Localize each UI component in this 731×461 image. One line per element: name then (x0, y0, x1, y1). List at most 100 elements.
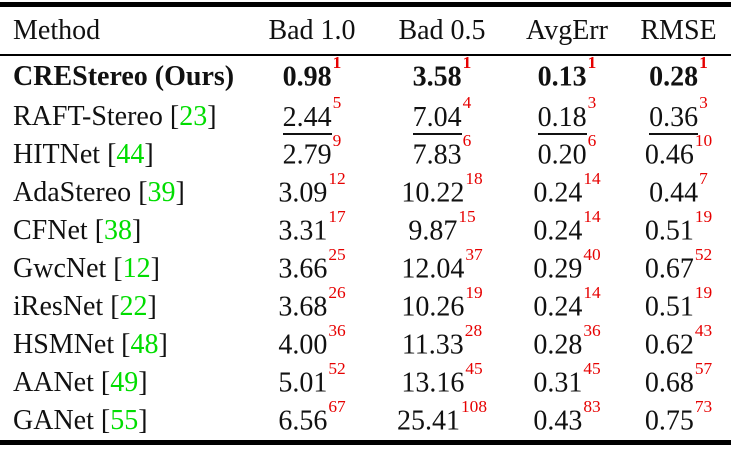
rank-superscript: 17 (328, 206, 346, 226)
rank-superscript: 40 (583, 244, 601, 264)
method-cell: AdaStereo [39] (0, 174, 248, 212)
table-row: AANet [49] 5.0152 13.1645 0.3145 0.6857 (0, 359, 731, 402)
rank-superscript: 19 (694, 206, 713, 226)
metric-value: 3.66 (278, 253, 328, 285)
rank-superscript: 4 (462, 92, 472, 112)
table-body: CREStereo (Ours) 0.981 3.581 0.131 0.281 RA… (0, 52, 731, 443)
metric-value: 3.09 (278, 177, 328, 209)
rank-superscript: 3 (587, 92, 597, 112)
column-header-rmse: RMSE (626, 4, 731, 56)
metric-value: 0.24 (533, 177, 583, 209)
value-cell: 3.581 (376, 52, 508, 98)
value-cell: 3.0912 (248, 169, 376, 212)
metric-value: 0.44 (649, 177, 699, 209)
rank-superscript: 9 (332, 130, 342, 150)
value-cell: 0.6857 (626, 359, 731, 402)
method-cell: GwcNet [12] (0, 250, 248, 288)
method-name: iResNet (13, 291, 104, 322)
rank-superscript: 45 (583, 358, 601, 378)
rank-superscript: 6 (587, 130, 597, 150)
rank-superscript: 7 (699, 168, 708, 188)
value-cell: 10.2619 (376, 283, 508, 326)
value-cell: 6.5667 (248, 397, 376, 443)
header-row: Method Bad 1.0 Bad 0.5 AvgErr RMSE (0, 4, 731, 56)
citation: [12] (113, 253, 160, 284)
metric-value: 0.31 (533, 367, 583, 399)
column-header-bad1: Bad 1.0 (248, 4, 376, 56)
value-cell: 4.0036 (248, 321, 376, 364)
rank-superscript: 14 (583, 282, 601, 302)
rank-superscript: 45 (465, 358, 483, 378)
citation: [44] (107, 139, 154, 170)
value-cell: 0.447 (626, 169, 731, 212)
method-name: HSMNet (13, 329, 115, 360)
rank-superscript: 6 (462, 130, 472, 150)
citation-number: 39 (147, 177, 176, 208)
metric-value: 0.62 (644, 329, 694, 361)
rank-superscript: 15 (458, 206, 476, 226)
value-cell: 0.2414 (508, 169, 626, 212)
column-header-avgerr: AvgErr (508, 4, 626, 56)
value-cell: 0.7573 (626, 397, 731, 443)
citation: [49] (100, 367, 148, 398)
metric-value: 10.26 (401, 291, 465, 323)
metric-value: 0.51 (644, 291, 694, 323)
value-cell: 0.5119 (626, 207, 731, 250)
value-cell: 0.206 (508, 131, 626, 174)
value-cell: 0.981 (248, 52, 376, 98)
table-row: CFNet [38] 3.3117 9.8715 0.2414 0.5119 (0, 207, 731, 250)
citation: [55] (100, 405, 148, 436)
metric-value: 25.41 (396, 405, 460, 437)
value-cell: 0.363 (626, 93, 731, 136)
metric-value: 0.20 (537, 139, 587, 171)
metric-value: 0.24 (533, 291, 583, 323)
metric-value: 7.83 (412, 139, 462, 171)
rank-superscript: 1 (462, 52, 472, 72)
rank-superscript: 28 (464, 320, 483, 340)
citation-number: 12 (122, 253, 151, 284)
method-name: RAFT-Stereo (13, 101, 163, 132)
table-row: RAFT-Stereo [23] 2.445 7.044 0.183 0.363 (0, 93, 731, 136)
method-cell: CFNet [38] (0, 212, 248, 250)
citation: [38] (94, 215, 142, 246)
metric-value: 0.28 (649, 61, 699, 93)
rank-superscript: 1 (332, 52, 342, 72)
rank-superscript: 37 (465, 244, 483, 264)
method-name: AdaStereo (13, 177, 132, 208)
metric-value: 12.04 (401, 253, 465, 285)
value-cell: 0.6243 (626, 321, 731, 364)
metric-value: 11.33 (401, 329, 464, 361)
metric-value: 0.43 (533, 405, 583, 437)
metric-value: 7.04 (412, 101, 462, 135)
value-cell: 3.6625 (248, 245, 376, 288)
method-name: CFNet (13, 215, 88, 246)
table-row: CREStereo (Ours) 0.981 3.581 0.131 0.281 (0, 52, 731, 98)
method-cell: CREStereo (Ours) (0, 55, 248, 98)
rank-superscript: 52 (694, 244, 713, 264)
citation-number: 23 (179, 101, 208, 132)
value-cell: 0.131 (508, 52, 626, 98)
results-table: Method Bad 1.0 Bad 0.5 AvgErr RMSE CRESt… (0, 2, 731, 445)
metric-value: 5.01 (278, 367, 328, 399)
method-cell: iResNet [22] (0, 288, 248, 326)
value-cell: 0.183 (508, 93, 626, 136)
metric-value: 0.46 (644, 139, 694, 171)
rank-superscript: 5 (332, 92, 342, 112)
metric-value: 0.13 (537, 61, 587, 93)
metric-value: 0.68 (644, 367, 694, 399)
rank-superscript: 25 (328, 244, 346, 264)
rank-superscript: 19 (465, 282, 483, 302)
citation: [39] (138, 177, 185, 208)
metric-value: 13.16 (401, 367, 465, 399)
value-cell: 9.8715 (376, 207, 508, 250)
metric-value: 0.67 (644, 253, 694, 285)
table-row: HITNet [44] 2.799 7.836 0.206 0.4610 (0, 131, 731, 174)
rank-superscript: 1 (587, 52, 597, 72)
rank-superscript: 26 (328, 282, 346, 302)
metric-value: 0.98 (282, 61, 332, 93)
rank-superscript: 18 (465, 168, 483, 188)
rank-superscript: 108 (460, 396, 488, 416)
value-cell: 0.281 (626, 53, 731, 98)
method-cell: AANet [49] (0, 364, 248, 402)
method-cell: RAFT-Stereo [23] (0, 98, 248, 136)
